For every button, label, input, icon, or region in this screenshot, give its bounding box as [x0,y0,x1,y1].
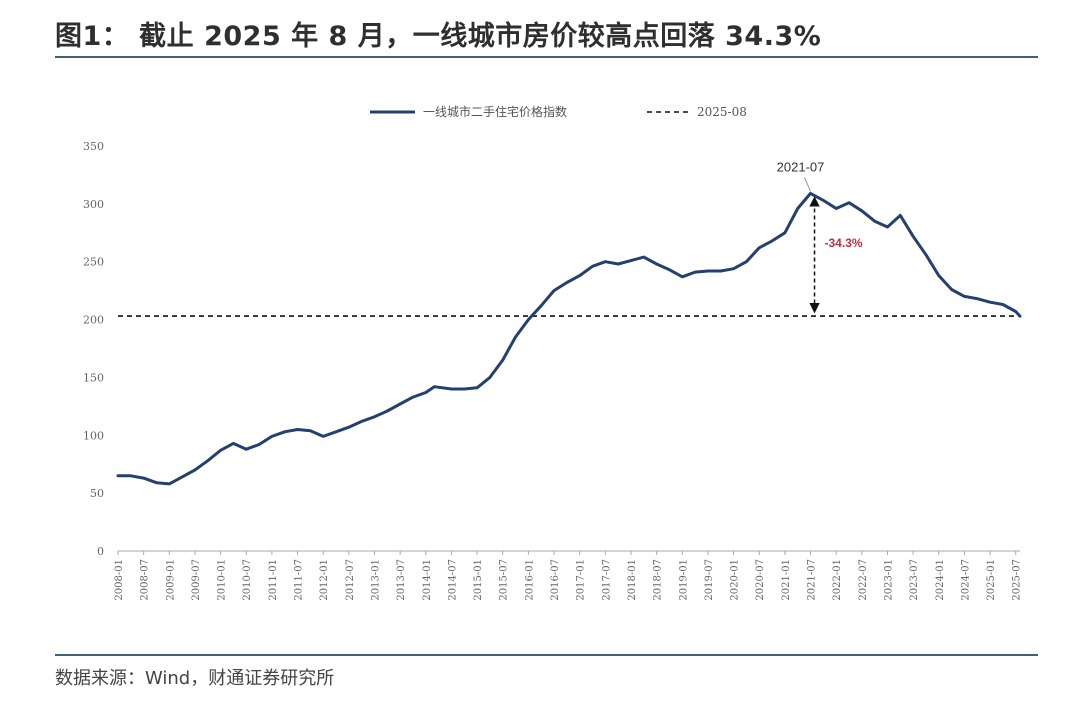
x-tick-label: 2019-01 [678,559,689,601]
x-tick-label: 2021-01 [781,559,792,601]
x-tick-label: 2021-07 [807,559,818,601]
legend-label-reference: 2025-08 [697,105,747,119]
x-tick-label: 2018-07 [653,559,664,601]
legend-label-tier1-index: 一线城市二手住宅价格指数 [423,104,567,119]
chart-title: 图1： 截止 2025 年 8 月，一线城市房价较高点回落 34.3% [55,21,822,52]
x-tick-label: 2018-01 [627,559,638,601]
x-tick-label: 2011-01 [268,559,279,601]
y-tick-label: 50 [90,487,104,500]
chart-axes: 0 50 100 150 200 250 300 350 2008-01 2008-07 2009-… [83,140,1023,601]
x-tick-label: 2022-07 [858,559,869,601]
x-tick-label: 2016-01 [524,559,535,601]
x-tick-label: 2015-01 [473,559,484,601]
x-tick-label: 2023-01 [883,559,894,601]
y-tick-label: 150 [83,371,104,384]
x-tick-label: 2010-01 [217,559,228,601]
x-tick-label: 2017-01 [576,559,587,601]
x-tick-label: 2010-07 [242,559,253,601]
y-tick-label: 350 [83,140,104,153]
x-tick-label: 2012-01 [319,559,330,601]
x-tick-label: 2014-07 [447,559,458,601]
y-tick-label: 250 [83,256,104,269]
x-tick-label: 2017-07 [601,559,612,601]
x-tick-label: 2025-07 [1012,559,1023,601]
x-tick-label: 2009-01 [165,559,176,601]
y-tick-label: 300 [83,198,104,211]
x-tick-label: 2012-07 [345,559,356,601]
x-tick-label: 2015-07 [499,559,510,601]
series-line-tier1-index [116,191,1022,486]
bottom-divider [55,654,1038,656]
chart-legend: 一线城市二手住宅价格指数 2025-08 [370,104,747,119]
x-tick-label: 2009-07 [191,559,202,601]
x-tick-label: 2014-01 [422,559,433,601]
line-chart: 一线城市二手住宅价格指数 2025-08 0 50 100 150 200 250 300 35… [83,104,1023,601]
drop-percentage-label: -34.3% [825,236,863,250]
x-tick-label: 2024-07 [960,559,971,601]
x-tick-label: 2024-01 [935,559,946,601]
x-tick-label: 2008-01 [114,559,125,601]
y-tick-label: 200 [83,314,104,327]
y-tick-label: 0 [97,545,104,558]
x-tick-label: 2020-07 [755,559,766,601]
x-tick-label: 2008-07 [140,559,151,601]
peak-label: 2021-07 [777,159,825,174]
x-tick-label: 2013-07 [396,559,407,601]
chart-plot-area: 2021-07 -34.3% [116,159,1022,486]
peak-leader-line [804,177,811,192]
x-tick-label: 2019-07 [704,559,715,601]
top-divider [55,56,1038,58]
x-tick-label: 2013-01 [370,559,381,601]
x-tick-label: 2020-01 [730,559,741,601]
x-tick-label: 2025-01 [986,559,997,601]
y-tick-label: 100 [83,429,104,442]
source-note: 数据来源：Wind，财通证券研究所 [55,668,335,689]
x-tick-label: 2016-07 [550,559,561,601]
x-tick-label: 2023-07 [909,559,920,601]
x-tick-label: 2011-07 [294,559,305,601]
x-tick-label: 2022-01 [832,559,843,601]
